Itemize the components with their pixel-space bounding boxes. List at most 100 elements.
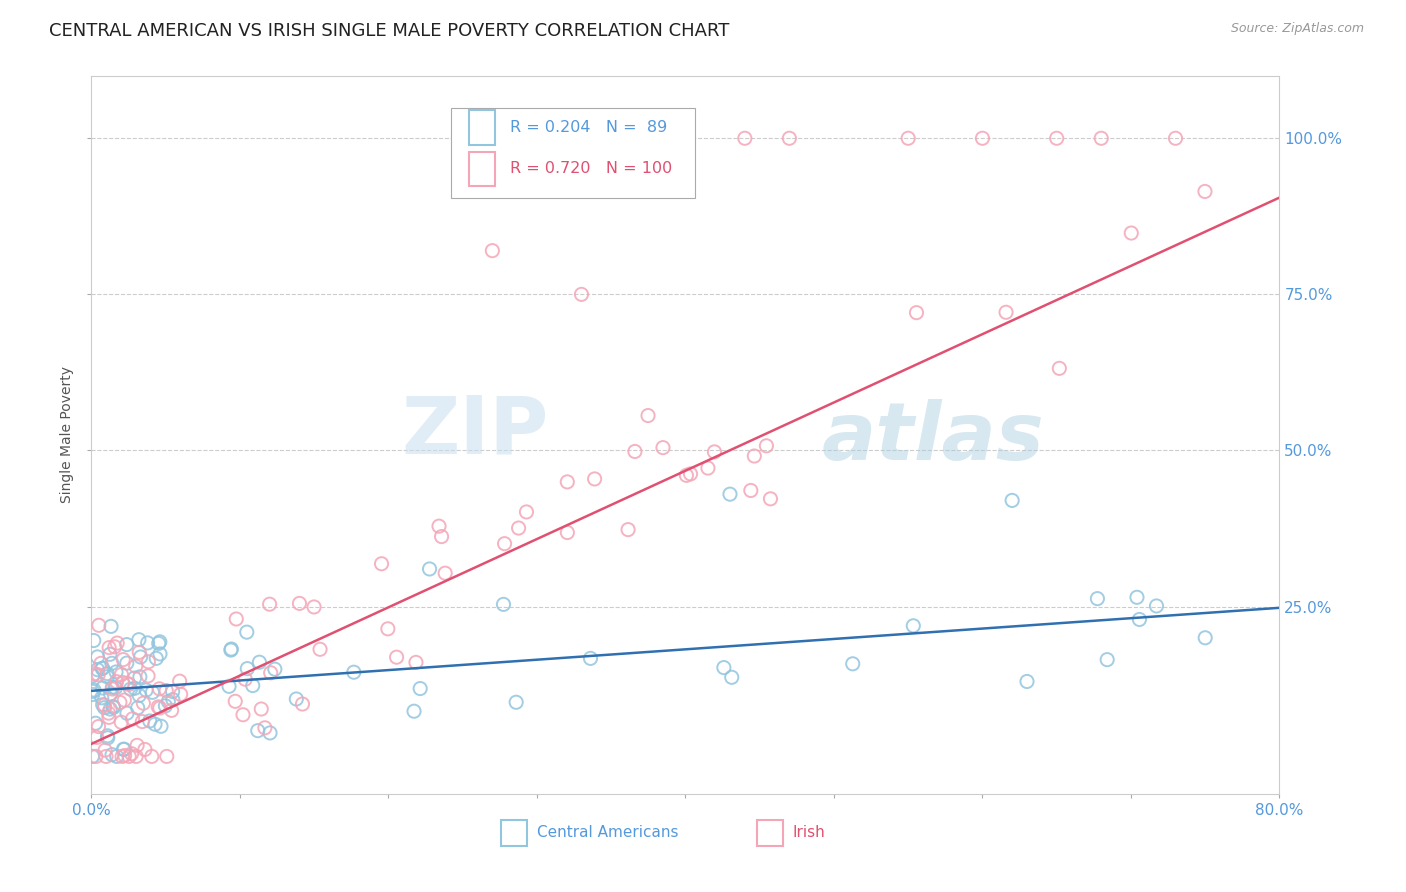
Point	[1164, 131, 1187, 145]
Point	[995, 305, 1018, 319]
Point	[128, 645, 150, 659]
Point	[87, 667, 110, 681]
Point	[155, 683, 177, 698]
Point	[127, 739, 149, 753]
Point	[131, 714, 153, 729]
Point	[169, 687, 191, 701]
Point	[83, 666, 105, 681]
Point	[247, 655, 270, 669]
Point	[128, 670, 150, 684]
Point	[697, 461, 720, 475]
Point	[141, 749, 163, 764]
Point	[91, 698, 114, 712]
Point	[675, 468, 697, 483]
Point	[93, 698, 115, 713]
Point	[100, 687, 122, 701]
Point	[96, 666, 118, 681]
Point	[127, 701, 149, 715]
FancyBboxPatch shape	[502, 821, 527, 846]
Point	[1194, 185, 1216, 199]
Y-axis label: Single Male Poverty: Single Male Poverty	[60, 367, 75, 503]
Point	[1146, 599, 1168, 613]
Point	[128, 632, 150, 647]
Point	[1126, 591, 1149, 605]
Point	[1121, 226, 1143, 240]
Point	[377, 622, 399, 636]
Point	[108, 695, 131, 709]
Point	[101, 657, 124, 671]
Point	[84, 749, 107, 764]
Text: R = 0.204   N =  89: R = 0.204 N = 89	[509, 120, 666, 135]
Point	[143, 717, 166, 731]
Point	[87, 618, 110, 632]
Point	[385, 650, 408, 665]
Point	[148, 636, 170, 650]
Point	[232, 707, 254, 722]
Point	[492, 598, 515, 612]
Point	[259, 597, 281, 611]
Point	[740, 483, 762, 498]
Point	[112, 742, 135, 756]
Point	[1001, 493, 1024, 508]
Point	[508, 521, 530, 535]
Point	[571, 287, 593, 301]
Point	[370, 557, 392, 571]
Point	[114, 748, 136, 763]
Point	[91, 661, 114, 675]
Text: Irish: Irish	[793, 825, 825, 840]
Point	[105, 665, 128, 679]
Point	[759, 491, 782, 506]
Point	[557, 525, 579, 540]
Point	[101, 747, 124, 762]
Point	[713, 660, 735, 674]
Point	[136, 636, 159, 650]
Point	[129, 650, 152, 665]
FancyBboxPatch shape	[470, 152, 495, 186]
Point	[97, 706, 120, 721]
Point	[134, 742, 156, 756]
Point	[1046, 131, 1069, 145]
Point	[260, 665, 283, 680]
Point	[132, 696, 155, 710]
Point	[105, 636, 128, 650]
Point	[225, 612, 247, 626]
Point	[135, 683, 157, 698]
Point	[82, 669, 104, 683]
Point	[125, 749, 148, 764]
Point	[100, 619, 122, 633]
Point	[98, 710, 121, 724]
Point	[148, 681, 170, 696]
FancyBboxPatch shape	[451, 108, 695, 198]
Text: ZIP: ZIP	[402, 392, 548, 470]
Point	[98, 648, 121, 662]
Point	[555, 475, 578, 489]
Point	[97, 731, 120, 745]
Point	[105, 749, 128, 764]
Point	[94, 743, 117, 757]
FancyBboxPatch shape	[756, 821, 783, 846]
Point	[111, 675, 134, 690]
Point	[96, 729, 118, 743]
Point	[233, 672, 256, 686]
Point	[169, 674, 191, 689]
Point	[579, 651, 602, 665]
Text: Central Americans: Central Americans	[537, 825, 679, 840]
Point	[236, 625, 259, 640]
Point	[427, 519, 450, 533]
Point	[778, 131, 800, 145]
Point	[897, 131, 920, 145]
Point	[136, 669, 159, 683]
Point	[905, 306, 928, 320]
Point	[744, 449, 766, 463]
Point	[98, 702, 121, 716]
Point	[82, 684, 104, 698]
Text: atlas: atlas	[823, 400, 1045, 477]
Point	[112, 742, 135, 756]
Point	[221, 642, 243, 657]
Point	[149, 701, 172, 715]
Point	[139, 714, 162, 728]
Point	[149, 647, 172, 661]
Point	[110, 715, 132, 730]
Point	[121, 747, 143, 761]
Point	[637, 409, 659, 423]
